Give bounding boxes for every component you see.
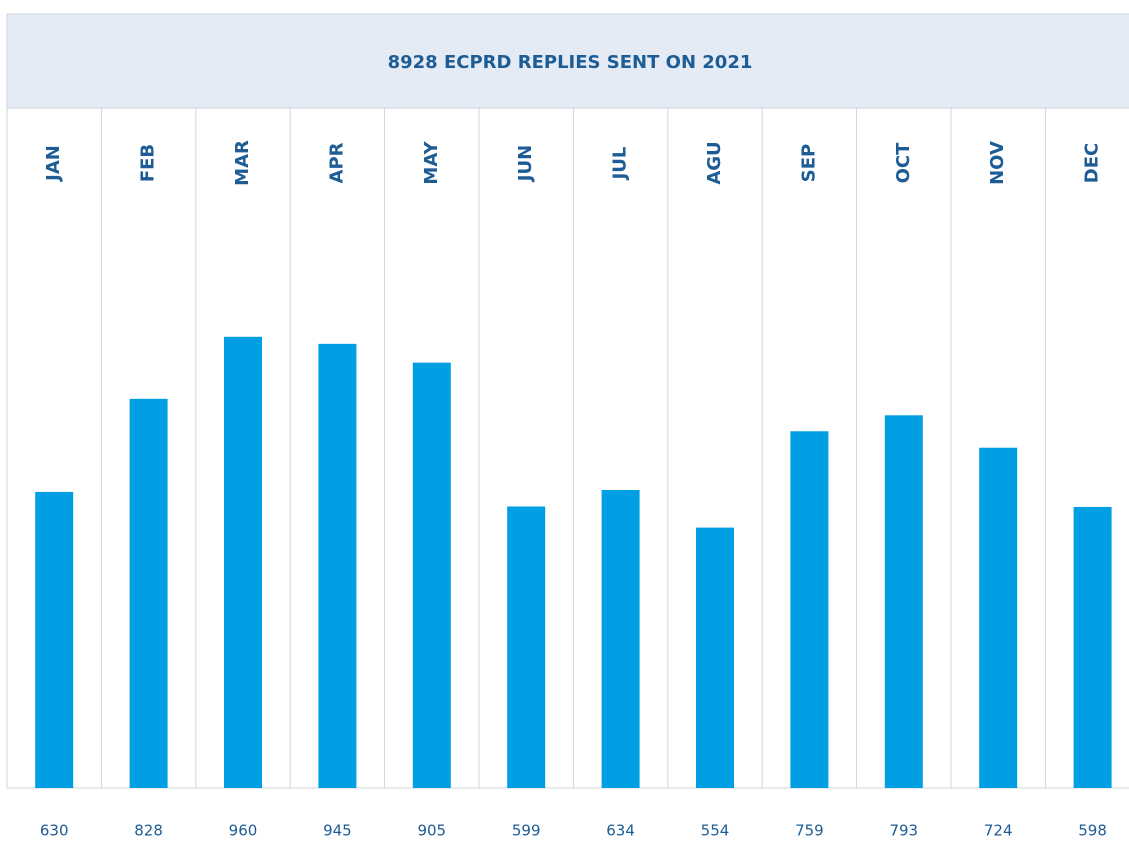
month-label: SEP bbox=[798, 144, 819, 182]
month-label: JUL bbox=[610, 147, 631, 182]
bar bbox=[790, 431, 829, 788]
value-label: 960 bbox=[229, 822, 258, 840]
bar bbox=[884, 415, 923, 788]
month-label: MAY bbox=[421, 140, 442, 184]
month-label: JUN bbox=[515, 145, 536, 183]
value-label: 793 bbox=[889, 822, 918, 840]
value-label: 724 bbox=[984, 822, 1013, 840]
month-label: FEB bbox=[138, 144, 159, 182]
bar bbox=[507, 506, 546, 788]
month-label: JAN bbox=[43, 145, 64, 183]
month-label: OCT bbox=[893, 142, 914, 184]
value-label: 905 bbox=[417, 822, 446, 840]
value-label: 599 bbox=[512, 822, 541, 840]
bar bbox=[318, 343, 357, 788]
value-label: 759 bbox=[795, 822, 824, 840]
bar bbox=[1073, 506, 1112, 788]
header-band bbox=[6, 13, 1129, 109]
month-label: DEC bbox=[1082, 143, 1103, 183]
bar bbox=[224, 336, 262, 788]
month-label: APR bbox=[326, 142, 347, 183]
chart-title: 8928 ECPRD REPLIES SENT ON 2021 bbox=[388, 52, 753, 73]
month-label: AGU bbox=[704, 141, 725, 184]
month-label: MAR bbox=[232, 140, 253, 186]
bar bbox=[601, 490, 640, 788]
value-label: 554 bbox=[701, 822, 730, 840]
bar bbox=[696, 527, 734, 788]
value-label: 598 bbox=[1078, 822, 1107, 840]
bar bbox=[979, 447, 1018, 788]
bar bbox=[35, 491, 74, 788]
month-label: NOV bbox=[987, 141, 1008, 185]
bar bbox=[412, 362, 451, 788]
value-label: 828 bbox=[134, 822, 163, 840]
bar bbox=[129, 398, 168, 788]
value-label: 630 bbox=[40, 822, 69, 840]
value-label: 945 bbox=[323, 822, 352, 840]
value-label: 634 bbox=[606, 822, 635, 840]
